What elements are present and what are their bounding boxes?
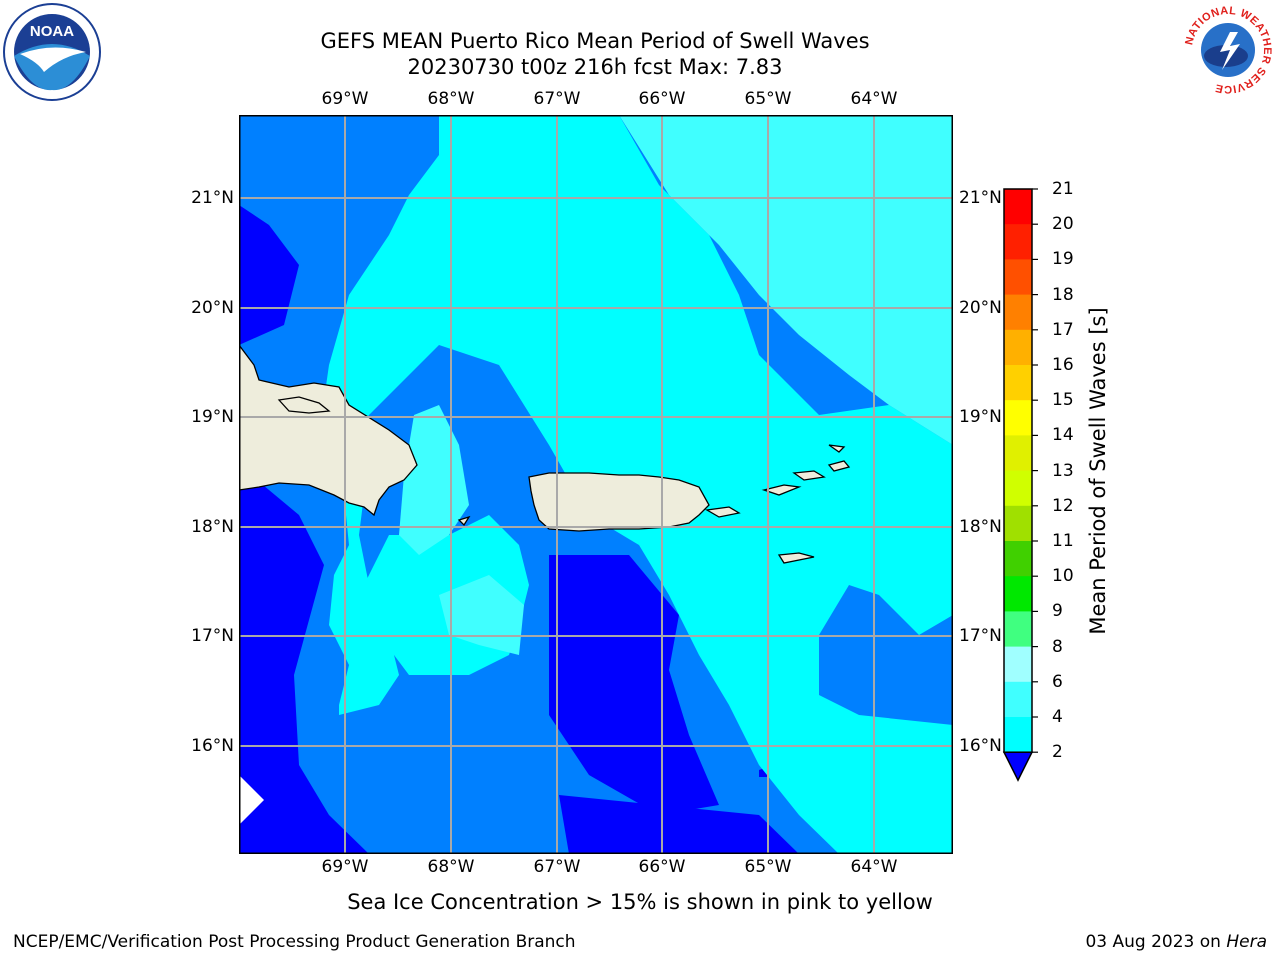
lon-label-top: 64°W bbox=[850, 89, 898, 109]
colorbar-band bbox=[1004, 329, 1032, 366]
colorbar-tick-label: 9 bbox=[1052, 601, 1063, 622]
sea-ice-note: Sea Ice Concentration > 15% is shown in … bbox=[347, 890, 933, 914]
colorbar-band bbox=[1004, 224, 1032, 260]
lon-label-top: 68°W bbox=[427, 89, 475, 109]
lat-label-right: 20°N bbox=[959, 298, 1002, 318]
chart-subtitle: 20230730 t00z 216h fcst Max: 7.83 bbox=[407, 55, 783, 79]
lon-label-bottom: 66°W bbox=[638, 857, 686, 877]
lat-label-right: 18°N bbox=[959, 517, 1002, 537]
map-plot bbox=[239, 115, 953, 854]
colorbar-band bbox=[1004, 189, 1032, 225]
colorbar-band bbox=[1004, 505, 1032, 542]
colorbar-band bbox=[1004, 717, 1032, 753]
colorbar-band bbox=[1004, 259, 1032, 296]
colorbar-tick-label: 16 bbox=[1052, 355, 1074, 375]
colorbar-tick-label: 2 bbox=[1052, 742, 1063, 763]
lon-label-top: 69°W bbox=[321, 89, 369, 109]
chart-title: GEFS MEAN Puerto Rico Mean Period of Swe… bbox=[320, 29, 870, 53]
colorbar-title: Mean Period of Swell Waves [s] bbox=[1086, 307, 1110, 635]
colorbar-tick-label: 17 bbox=[1052, 319, 1074, 340]
lat-label-right: 16°N bbox=[959, 736, 1002, 756]
colorbar-band bbox=[1004, 541, 1032, 577]
colorbar-tick-label: 13 bbox=[1052, 460, 1074, 481]
lon-label-top: 67°W bbox=[533, 89, 581, 109]
colorbar-band bbox=[1004, 576, 1032, 612]
colorbar-band bbox=[1004, 435, 1032, 472]
colorbar-tick-label: 4 bbox=[1052, 707, 1063, 727]
lat-label-left: 17°N bbox=[191, 626, 234, 646]
nws-logo: NATIONAL WEATHER SERVICE bbox=[1181, 3, 1275, 97]
lat-label-right: 17°N bbox=[959, 626, 1002, 646]
lon-label-top: 65°W bbox=[744, 89, 792, 109]
colorbar-band bbox=[1004, 611, 1032, 648]
lat-label-left: 20°N bbox=[191, 298, 234, 318]
colorbar-tick-label: 14 bbox=[1052, 425, 1074, 446]
colorbar-tick-label: 11 bbox=[1052, 531, 1074, 551]
land bbox=[239, 343, 851, 564]
colorbar-band bbox=[1004, 681, 1032, 718]
colorbar-tick-label: 6 bbox=[1052, 671, 1063, 692]
colorbar-tick-label: 19 bbox=[1052, 249, 1074, 270]
colorbar bbox=[1002, 188, 1038, 782]
colorbar-band bbox=[1004, 400, 1032, 436]
footer-date: 03 Aug 2023 on Hera bbox=[1085, 932, 1267, 952]
colorbar-band bbox=[1004, 470, 1032, 507]
svg-text:NOAA: NOAA bbox=[30, 23, 74, 40]
lon-label-bottom: 67°W bbox=[533, 857, 581, 877]
colorbar-band bbox=[1004, 365, 1032, 401]
lat-label-right: 21°N bbox=[959, 188, 1002, 208]
gridlines bbox=[239, 115, 953, 854]
colorbar-band bbox=[1004, 294, 1032, 331]
lon-label-bottom: 65°W bbox=[744, 857, 792, 877]
footer-machine: Hera bbox=[1226, 932, 1267, 952]
colorbar-tick-label: 21 bbox=[1052, 179, 1074, 199]
lat-label-left: 21°N bbox=[191, 188, 234, 208]
colorbar-tick-label: 15 bbox=[1052, 390, 1074, 411]
footer-date-text: 03 Aug 2023 on bbox=[1085, 932, 1227, 952]
footer-credit: NCEP/EMC/Verification Post Processing Pr… bbox=[13, 932, 576, 952]
colorbar-extend bbox=[1002, 751, 1034, 782]
colorbar-band bbox=[1004, 646, 1032, 683]
lat-label-right: 19°N bbox=[959, 407, 1002, 427]
lon-label-bottom: 68°W bbox=[427, 857, 475, 877]
lat-label-left: 16°N bbox=[191, 736, 234, 756]
colorbar-tick-label: 20 bbox=[1052, 214, 1074, 235]
lat-label-left: 18°N bbox=[191, 517, 234, 537]
colorbar-tick-label: 8 bbox=[1052, 636, 1063, 657]
lon-label-bottom: 69°W bbox=[321, 857, 369, 877]
lon-label-top: 66°W bbox=[638, 89, 686, 109]
colorbar-tick-label: 10 bbox=[1052, 566, 1074, 587]
lat-label-left: 19°N bbox=[191, 407, 234, 427]
colorbar-tick-label: 12 bbox=[1052, 495, 1074, 516]
masked-zone bbox=[239, 775, 264, 825]
map-frame bbox=[239, 115, 953, 854]
noaa-logo: NOAA bbox=[3, 3, 101, 101]
lon-label-bottom: 64°W bbox=[850, 857, 898, 877]
colorbar-tick-label: 18 bbox=[1052, 284, 1074, 305]
